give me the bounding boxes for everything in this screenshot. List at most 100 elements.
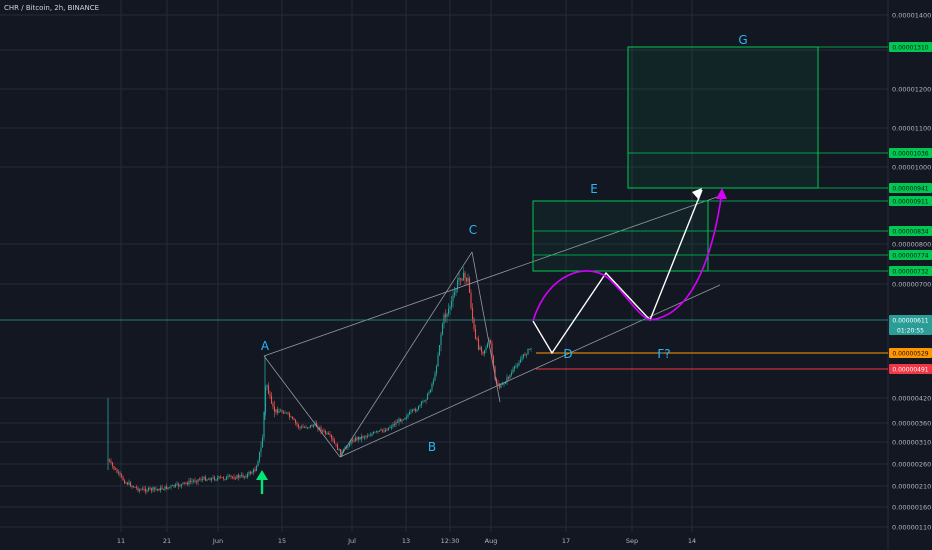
candle-body [530, 347, 532, 349]
candle-body [266, 385, 268, 387]
candle-body [306, 427, 309, 429]
x-tick-label: 12:30 [441, 537, 460, 545]
candle-body [219, 476, 222, 478]
candle-body [522, 354, 525, 358]
candle-body [155, 489, 157, 490]
candle-body [353, 440, 355, 442]
candle-body [434, 373, 436, 381]
candle-body [273, 406, 276, 412]
candle-body [291, 416, 294, 419]
up-arrow-head [256, 470, 268, 480]
candle-body [398, 419, 400, 423]
y-tick-label: 0.00001000 [892, 164, 931, 172]
price-tag [889, 42, 932, 52]
candle-body [156, 489, 159, 490]
candle-body [416, 409, 418, 412]
candle-body [510, 372, 513, 375]
candle-body [258, 451, 261, 461]
candle-body [279, 410, 282, 412]
y-tick-label: 0.00000260 [892, 461, 931, 469]
candle-body [167, 487, 169, 490]
candle-body [506, 377, 508, 383]
candle-body [171, 485, 174, 486]
candle-body [198, 479, 201, 481]
candle-body [137, 487, 139, 491]
candle-body [153, 487, 156, 490]
candle-body [191, 481, 193, 483]
candle-body [222, 477, 225, 480]
candle-body [497, 383, 499, 386]
candle-body [126, 482, 129, 485]
x-tick-label: 11 [117, 537, 125, 545]
x-tick-label: 17 [562, 537, 570, 545]
candle-body [237, 475, 240, 478]
x-tick-label: 15 [278, 537, 286, 545]
candle-body [452, 295, 454, 302]
price-tag [889, 148, 932, 158]
candle-body [479, 347, 481, 350]
candle-body [227, 476, 229, 478]
candle-body [429, 389, 432, 393]
candle-body [441, 324, 444, 335]
candle-body [182, 482, 184, 484]
price-tag [889, 348, 932, 358]
candle-body [189, 480, 192, 482]
candle-body [383, 430, 385, 432]
candle-body [275, 409, 277, 412]
candle-body [225, 476, 228, 480]
candle-body [195, 481, 198, 483]
candle-body [483, 350, 486, 354]
countdown-text: 01:20:55 [897, 327, 924, 334]
candle-body [449, 306, 451, 310]
wave-label-d: D [563, 347, 572, 361]
price-tag-text: 0.00000732 [892, 268, 928, 275]
candle-body [357, 436, 360, 440]
y-tick-label: 0.00000310 [892, 439, 931, 447]
candle-body [423, 400, 426, 402]
candle-body [495, 378, 498, 384]
candle-body [221, 477, 223, 478]
candle-body [215, 479, 217, 481]
candle-body [251, 472, 253, 474]
candle-body [209, 478, 211, 481]
candle-body [504, 382, 507, 384]
candle-body [152, 487, 154, 491]
wave-c-d-line [471, 251, 501, 403]
candle-body [308, 427, 310, 429]
price-tag-text: 0.00000774 [892, 252, 928, 259]
y-tick-label: 0.00000800 [892, 241, 931, 249]
candle-body [290, 416, 292, 418]
candle-body [188, 480, 190, 485]
x-tick-label: 13 [402, 537, 410, 545]
candle-body [243, 476, 246, 478]
candle-body [299, 427, 301, 428]
candle-body [249, 472, 252, 474]
candle-body [146, 490, 148, 492]
candle-body [500, 384, 502, 388]
candle-body [113, 466, 115, 470]
wave-label-f: F? [657, 347, 670, 361]
candle-body [485, 347, 487, 351]
y-tick-label: 0.00001400 [892, 12, 931, 20]
candle-body [515, 365, 517, 367]
candle-body [389, 427, 391, 429]
candle-body [332, 438, 334, 441]
y-tick-label: 0.00000360 [892, 420, 931, 428]
candle-body [147, 487, 150, 491]
y-tick-label: 0.00001100 [892, 125, 931, 133]
candle-body [345, 447, 348, 449]
candle-body [269, 393, 271, 397]
candle-body [354, 437, 357, 442]
x-tick-label: Jun [212, 537, 223, 545]
candle-body [248, 472, 250, 474]
candle-body [252, 469, 255, 473]
magenta-arrowhead [716, 188, 727, 199]
wave-a-b-line [263, 355, 341, 458]
candle-body [233, 477, 235, 479]
candle-body [239, 475, 241, 478]
candle-body [149, 487, 151, 489]
candle-body [344, 447, 346, 450]
candle-body [491, 343, 493, 357]
candle-body [431, 383, 433, 390]
